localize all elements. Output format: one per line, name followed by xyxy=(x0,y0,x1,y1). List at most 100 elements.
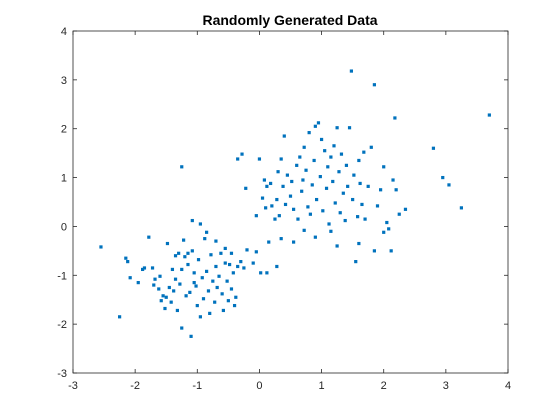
scatter-point xyxy=(323,149,327,153)
scatter-point xyxy=(239,260,243,264)
y-tick-label: -1 xyxy=(57,270,67,282)
scatter-point xyxy=(186,251,190,255)
scatter-point xyxy=(242,266,246,270)
scatter-point xyxy=(354,260,358,264)
scatter-point xyxy=(158,274,162,278)
scatter-point xyxy=(220,292,224,296)
scatter-point xyxy=(192,281,196,285)
scatter-point xyxy=(372,83,376,87)
scatter-point xyxy=(362,150,366,154)
scatter-point xyxy=(236,157,240,161)
scatter-point xyxy=(188,290,192,294)
scatter-point xyxy=(208,311,212,315)
scatter-point xyxy=(333,201,337,205)
scatter-point xyxy=(124,256,128,260)
scatter-point xyxy=(128,276,132,280)
scatter-point xyxy=(221,308,225,313)
scatter-point xyxy=(306,205,310,209)
scatter-point xyxy=(198,222,202,226)
scatter-point xyxy=(318,174,322,179)
x-tick-label: 0 xyxy=(256,380,262,392)
scatter-point xyxy=(173,254,178,258)
scatter-point xyxy=(447,183,451,187)
scatter-point xyxy=(219,251,223,255)
scatter-point xyxy=(335,126,339,130)
scatter-point xyxy=(240,152,244,156)
plot-area xyxy=(72,30,509,374)
scatter-point xyxy=(357,158,361,163)
scatter-point xyxy=(209,253,213,257)
scatter-point xyxy=(244,186,248,190)
scatter-point xyxy=(292,207,296,211)
scatter-point xyxy=(245,248,249,252)
scatter-point xyxy=(375,204,380,208)
scatter-point xyxy=(206,289,211,293)
scatter-point xyxy=(265,184,269,188)
scatter-point xyxy=(275,264,279,269)
scatter-point xyxy=(190,218,194,223)
scatter-point xyxy=(341,191,345,195)
scatter-point xyxy=(161,294,165,298)
scatter-point xyxy=(165,241,170,246)
scatter-point xyxy=(372,249,376,253)
scatter-point xyxy=(339,152,344,156)
scatter-point xyxy=(290,179,294,184)
scatter-point xyxy=(283,202,288,207)
scatter-point xyxy=(313,124,317,128)
x-tick-label: 2 xyxy=(381,380,387,392)
scatter-point xyxy=(319,137,324,142)
scatter-point xyxy=(487,113,491,117)
scatter-point xyxy=(254,214,258,218)
scatter-point xyxy=(180,165,184,169)
axis-ticks: -3 -2 -1 0 1 2 3 4 -3 -2 -1 0 1 2 3 4 xyxy=(57,26,511,392)
scatter-point xyxy=(296,217,300,221)
scatter-point xyxy=(441,175,445,180)
scatter-point xyxy=(273,217,277,221)
scatter-point xyxy=(264,206,268,210)
scatter-point xyxy=(214,264,218,269)
scatter-point xyxy=(195,303,199,308)
scatter-point xyxy=(192,271,196,275)
scatter-point xyxy=(363,217,367,221)
scatter-point xyxy=(393,116,397,120)
scatter-point xyxy=(267,240,271,244)
scatter-point xyxy=(153,277,157,281)
scatter-point xyxy=(257,157,262,161)
scatter-point xyxy=(217,274,221,278)
scatter-point xyxy=(302,228,306,232)
scatter-point xyxy=(279,237,283,241)
scatter-point xyxy=(292,240,296,244)
scatter-point xyxy=(343,218,347,223)
scatter-point xyxy=(126,260,130,264)
scatter-point xyxy=(295,163,299,167)
scatter-point xyxy=(331,179,335,184)
scatter-point xyxy=(182,238,186,242)
scatter-point xyxy=(379,188,383,192)
scatter-point xyxy=(270,204,274,208)
scatter-point xyxy=(177,251,181,255)
scatter-point xyxy=(234,295,238,299)
scatter-point xyxy=(229,251,234,255)
y-tick-label: 3 xyxy=(61,75,67,87)
scatter-point xyxy=(183,255,187,259)
scatter-point xyxy=(200,276,204,280)
scatter-point xyxy=(201,297,206,301)
scatter-point xyxy=(356,215,360,219)
scatter-point xyxy=(298,155,302,159)
scatter-point xyxy=(198,315,202,319)
scatter-point xyxy=(180,326,184,330)
scatter-point xyxy=(226,299,230,303)
scatter-point xyxy=(229,287,234,291)
scatter-point xyxy=(459,206,463,210)
scatter-point xyxy=(338,211,342,215)
scatter-point xyxy=(196,258,201,262)
scatter-point xyxy=(344,163,349,167)
scatter-point xyxy=(302,145,306,149)
scatter-point xyxy=(189,334,193,338)
scatter-point xyxy=(214,239,218,243)
scatter-point xyxy=(382,230,386,234)
y-tick-label: 4 xyxy=(61,26,67,38)
scatter-point xyxy=(352,173,356,177)
scatter-point xyxy=(389,249,393,253)
